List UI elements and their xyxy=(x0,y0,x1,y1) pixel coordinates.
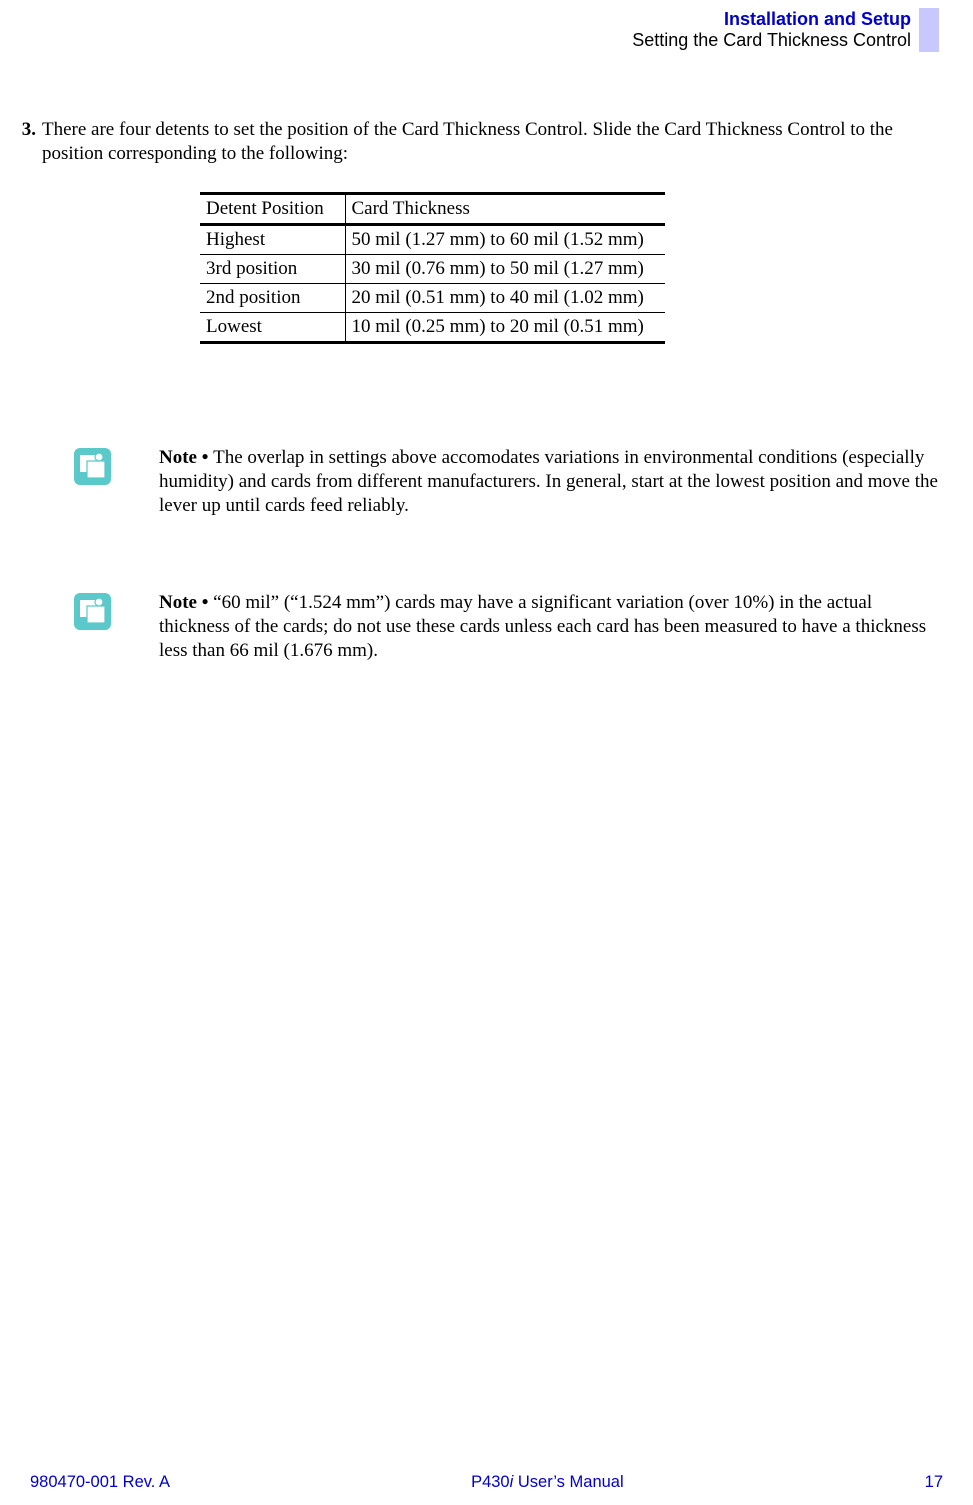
footer-center-suffix: User’s Manual xyxy=(513,1473,623,1491)
note-text: Note • “60 mil” (“1.524 mm”) cards may h… xyxy=(159,591,943,662)
table-header-row: Detent Position Card Thickness xyxy=(200,194,665,225)
table: Detent Position Card Thickness Highest 5… xyxy=(200,192,665,344)
table-row: 3rd position 30 mil (0.76 mm) to 50 mil … xyxy=(200,255,665,284)
note-body: The overlap in settings above accomodate… xyxy=(159,447,938,516)
note-icon xyxy=(74,593,111,630)
table-cell: Highest xyxy=(200,225,345,255)
note-icon xyxy=(74,448,111,485)
note-label: Note • xyxy=(159,592,213,613)
step-item: 3. There are four detents to set the pos… xyxy=(12,118,943,166)
header-title: Installation and Setup xyxy=(632,9,911,30)
header-section-tab xyxy=(919,8,939,52)
header-subtitle: Setting the Card Thickness Control xyxy=(632,30,911,51)
footer-center: P430i User’s Manual xyxy=(471,1473,624,1492)
page-footer: 980470-001 Rev. A P430i User’s Manual 17 xyxy=(30,1473,943,1492)
table-row: 2nd position 20 mil (0.51 mm) to 40 mil … xyxy=(200,284,665,313)
thickness-table: Detent Position Card Thickness Highest 5… xyxy=(200,192,665,344)
table-cell: 10 mil (0.25 mm) to 20 mil (0.51 mm) xyxy=(345,313,665,343)
note-body: “60 mil” (“1.524 mm”) cards may have a s… xyxy=(159,592,926,661)
note-text: Note • The overlap in settings above acc… xyxy=(159,446,943,517)
table-cell: 3rd position xyxy=(200,255,345,284)
note-label: Note • xyxy=(159,447,213,468)
table-cell: 2nd position xyxy=(200,284,345,313)
table-cell: 20 mil (0.51 mm) to 40 mil (1.02 mm) xyxy=(345,284,665,313)
table-header-cell: Card Thickness xyxy=(345,194,665,225)
footer-left: 980470-001 Rev. A xyxy=(30,1473,170,1492)
note-block: Note • The overlap in settings above acc… xyxy=(74,446,943,517)
table-header-cell: Detent Position xyxy=(200,194,345,225)
table-row: Highest 50 mil (1.27 mm) to 60 mil (1.52… xyxy=(200,225,665,255)
page-header: Installation and Setup Setting the Card … xyxy=(632,8,939,52)
footer-center-prefix: P430 xyxy=(471,1473,510,1491)
table-cell: 50 mil (1.27 mm) to 60 mil (1.52 mm) xyxy=(345,225,665,255)
header-text-block: Installation and Setup Setting the Card … xyxy=(632,9,911,51)
footer-page-number: 17 xyxy=(925,1473,943,1492)
step-number: 3. xyxy=(12,118,36,166)
table-cell: Lowest xyxy=(200,313,345,343)
step-text: There are four detents to set the positi… xyxy=(42,118,943,166)
note-block: Note • “60 mil” (“1.524 mm”) cards may h… xyxy=(74,591,943,662)
table-cell: 30 mil (0.76 mm) to 50 mil (1.27 mm) xyxy=(345,255,665,284)
table-row: Lowest 10 mil (0.25 mm) to 20 mil (0.51 … xyxy=(200,313,665,343)
